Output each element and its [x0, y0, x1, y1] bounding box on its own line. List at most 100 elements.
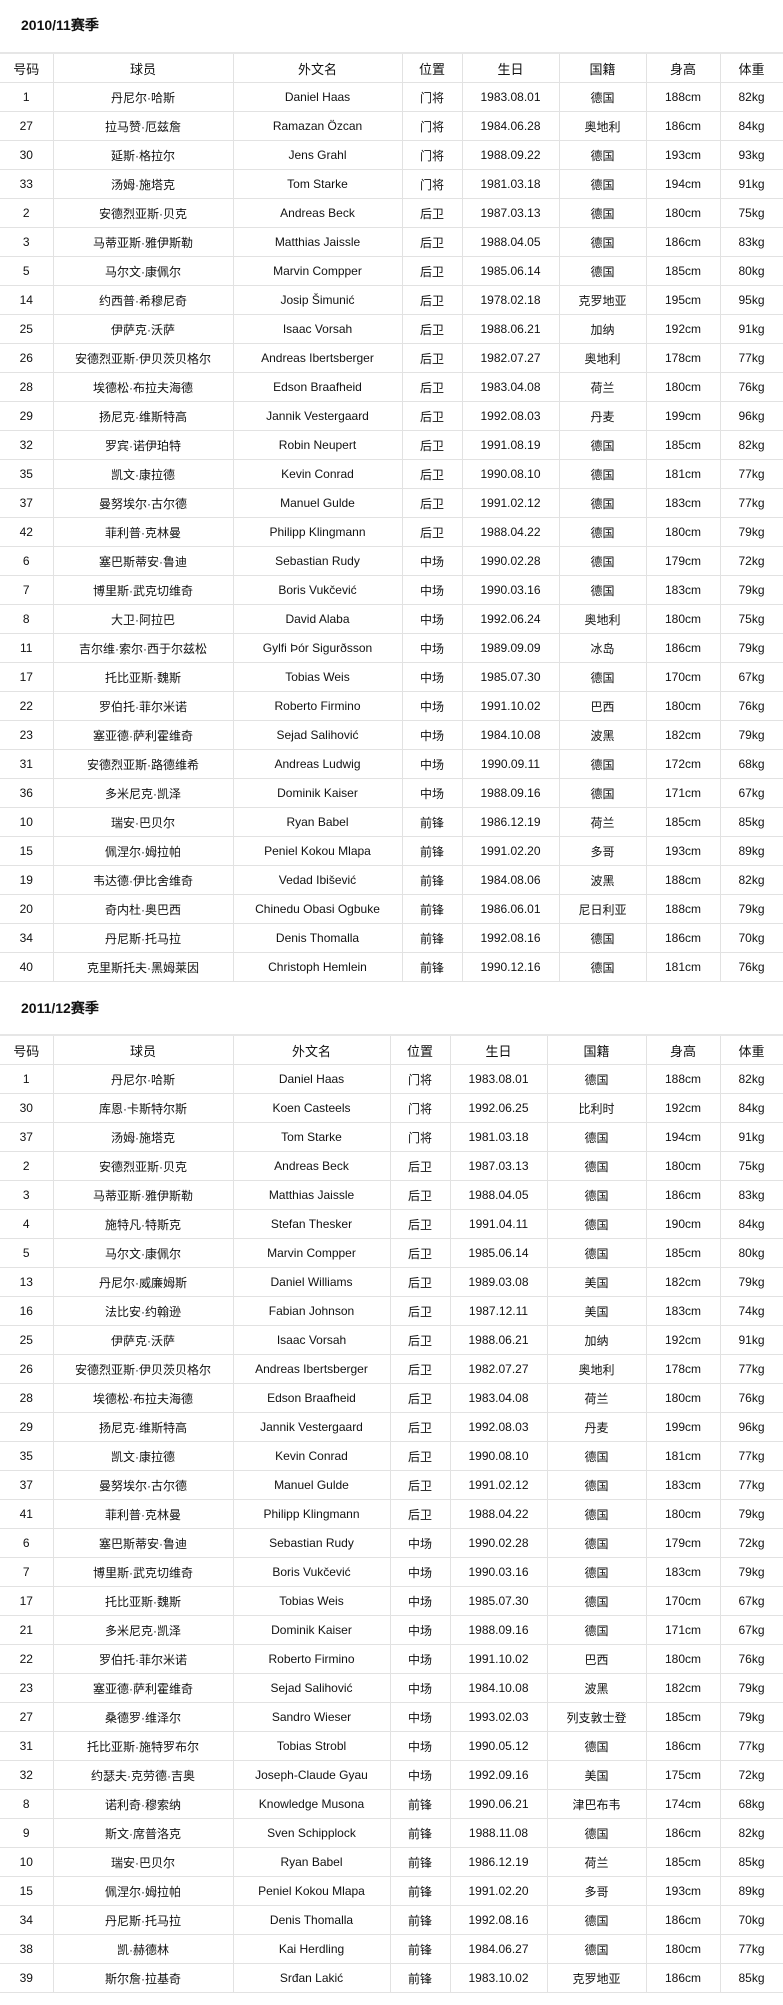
cell-position: 后卫 — [389, 1238, 451, 1268]
cell-birth-date: 1983.04.08 — [461, 372, 560, 402]
cell-player-name: 丹尼尔·哈斯 — [52, 82, 234, 112]
season-title: 2011/12赛季 — [21, 1000, 99, 1016]
cell-number: 22 — [0, 691, 54, 721]
cell-number: 30 — [0, 1093, 54, 1123]
cell-birth-date: 1983.10.02 — [449, 1963, 548, 1993]
table-row: 13 丹尼尔·威廉姆斯 Daniel Williams 后卫 1989.03.08 美国 1… — [0, 1267, 783, 1297]
cell-birth-date: 1981.03.18 — [449, 1122, 548, 1152]
cell-nationality: 奥地利 — [558, 604, 647, 634]
cell-player-name: 安德烈亚斯·贝克 — [52, 1151, 234, 1181]
cell-position: 前锋 — [389, 1818, 451, 1848]
table-row: 33 汤姆·施塔克 Tom Starke 门将 1981.03.18 德国 194cm 91k… — [0, 169, 783, 199]
cell-birth-date: 1987.03.13 — [449, 1151, 548, 1181]
cell-birth-date: 1991.02.12 — [461, 488, 560, 518]
table-row: 1 丹尼尔·哈斯 Daniel Haas 门将 1983.08.01 德国 188cm 82k… — [0, 82, 783, 112]
cell-position: 中场 — [389, 1586, 451, 1616]
cell-weight: 76kg — [719, 952, 783, 982]
cell-player-name: 伊萨克·沃萨 — [52, 1325, 234, 1355]
cell-height: 194cm — [645, 1122, 721, 1152]
table-row: 20 奇内杜·奥巴西 Chinedu Obasi Ogbuke 前锋 1986.06.0… — [0, 894, 783, 924]
cell-nationality: 奥地利 — [546, 1354, 647, 1384]
table-row: 31 安德烈亚斯·路德维希 Andreas Ludwig 中场 1990.09.11 德国… — [0, 749, 783, 779]
table-header-row: 号码 球员 外文名 位置 生日 国籍 身高 体重 — [0, 52, 783, 83]
cell-player-name: 丹尼尔·哈斯 — [52, 1064, 234, 1094]
cell-position: 中场 — [401, 662, 463, 692]
cell-birth-date: 1984.10.08 — [449, 1673, 548, 1703]
cell-birth-date: 1983.08.01 — [461, 82, 560, 112]
cell-position: 前锋 — [401, 952, 463, 982]
cell-position: 后卫 — [401, 401, 463, 431]
table-row: 17 托比亚斯·魏斯 Tobias Weis 中场 1985.07.30 德国 170cm 6… — [0, 662, 783, 692]
table-row: 22 罗伯托·菲尔米诺 Roberto Firmino 中场 1991.10.02 巴西 1… — [0, 1644, 783, 1674]
cell-weight: 77kg — [719, 459, 783, 489]
cell-player-name: 施特凡·特斯克 — [52, 1209, 234, 1239]
cell-position: 后卫 — [389, 1180, 451, 1210]
cell-weight: 75kg — [719, 198, 783, 228]
cell-number: 29 — [0, 401, 54, 431]
cell-number: 40 — [0, 952, 54, 982]
cell-position: 中场 — [389, 1731, 451, 1761]
cell-height: 170cm — [645, 1586, 721, 1616]
table-row: 42 菲利普·克林曼 Philipp Klingmann 后卫 1988.04.22 德国… — [0, 517, 783, 547]
cell-position: 后卫 — [389, 1354, 451, 1384]
cell-birth-date: 1988.09.22 — [461, 140, 560, 170]
cell-player-name: 安德烈亚斯·伊贝茨贝格尔 — [52, 343, 234, 373]
column-header-position: 位置 — [389, 1034, 451, 1065]
cell-weight: 96kg — [719, 401, 783, 431]
cell-nationality: 德国 — [558, 82, 647, 112]
cell-weight: 79kg — [719, 633, 783, 663]
cell-position: 后卫 — [389, 1441, 451, 1471]
cell-weight: 82kg — [719, 865, 783, 895]
cell-number: 26 — [0, 343, 54, 373]
cell-number: 17 — [0, 662, 54, 692]
cell-weight: 74kg — [719, 1296, 783, 1326]
table-row: 31 托比亚斯·施特罗布尔 Tobias Strobl 中场 1990.05.12 德国 1… — [0, 1731, 783, 1761]
cell-nationality: 德国 — [558, 140, 647, 170]
cell-player-name: 塞巴斯蒂安·鲁迪 — [52, 1528, 234, 1558]
cell-foreign-name: Marvin Compper — [232, 1238, 391, 1268]
table-row: 23 塞亚德·萨利霍维奇 Sejad Salihović 中场 1984.10.08 波黑… — [0, 720, 783, 750]
column-header-nationality: 国籍 — [546, 1034, 647, 1065]
season-title: 2010/11赛季 — [21, 17, 99, 33]
cell-player-name: 塞亚德·萨利霍维奇 — [52, 1673, 234, 1703]
cell-position: 后卫 — [389, 1470, 451, 1500]
cell-number: 2 — [0, 1151, 54, 1181]
column-header-player-name: 球员 — [52, 1034, 234, 1065]
cell-height: 181cm — [645, 459, 721, 489]
cell-number: 17 — [0, 1586, 54, 1616]
cell-player-name: 诺利奇·穆索纳 — [52, 1789, 234, 1819]
cell-height: 186cm — [645, 1180, 721, 1210]
cell-height: 188cm — [645, 894, 721, 924]
column-header-foreign-name: 外文名 — [232, 1034, 391, 1065]
cell-height: 175cm — [645, 1760, 721, 1790]
cell-position: 后卫 — [401, 488, 463, 518]
cell-player-name: 托比亚斯·魏斯 — [52, 1586, 234, 1616]
cell-foreign-name: Kevin Conrad — [232, 1441, 391, 1471]
column-header-birth-date: 生日 — [449, 1034, 548, 1065]
cell-height: 180cm — [645, 1383, 721, 1413]
table-row: 35 凯文·康拉德 Kevin Conrad 后卫 1990.08.10 德国 181cm 7… — [0, 1441, 783, 1471]
cell-height: 172cm — [645, 749, 721, 779]
cell-nationality: 德国 — [546, 1934, 647, 1964]
cell-player-name: 马尔文·康佩尔 — [52, 256, 234, 286]
cell-nationality: 克罗地亚 — [546, 1963, 647, 1993]
cell-birth-date: 1992.09.16 — [449, 1760, 548, 1790]
cell-nationality: 德国 — [546, 1586, 647, 1616]
cell-height: 195cm — [645, 285, 721, 315]
table-row: 26 安德烈亚斯·伊贝茨贝格尔 Andreas Ibertsberger 后卫 1982… — [0, 1354, 783, 1384]
cell-height: 193cm — [645, 836, 721, 866]
cell-foreign-name: Koen Casteels — [232, 1093, 391, 1123]
cell-position: 后卫 — [389, 1209, 451, 1239]
cell-birth-date: 1988.04.05 — [449, 1180, 548, 1210]
cell-height: 183cm — [645, 1470, 721, 1500]
cell-number: 13 — [0, 1267, 54, 1297]
cell-weight: 85kg — [719, 807, 783, 837]
cell-player-name: 汤姆·施塔克 — [52, 169, 234, 199]
cell-birth-date: 1982.07.27 — [449, 1354, 548, 1384]
cell-position: 中场 — [389, 1702, 451, 1732]
cell-number: 33 — [0, 169, 54, 199]
cell-nationality: 德国 — [546, 1470, 647, 1500]
cell-height: 185cm — [645, 1847, 721, 1877]
cell-nationality: 克罗地亚 — [558, 285, 647, 315]
cell-player-name: 埃德松·布拉夫海德 — [52, 372, 234, 402]
